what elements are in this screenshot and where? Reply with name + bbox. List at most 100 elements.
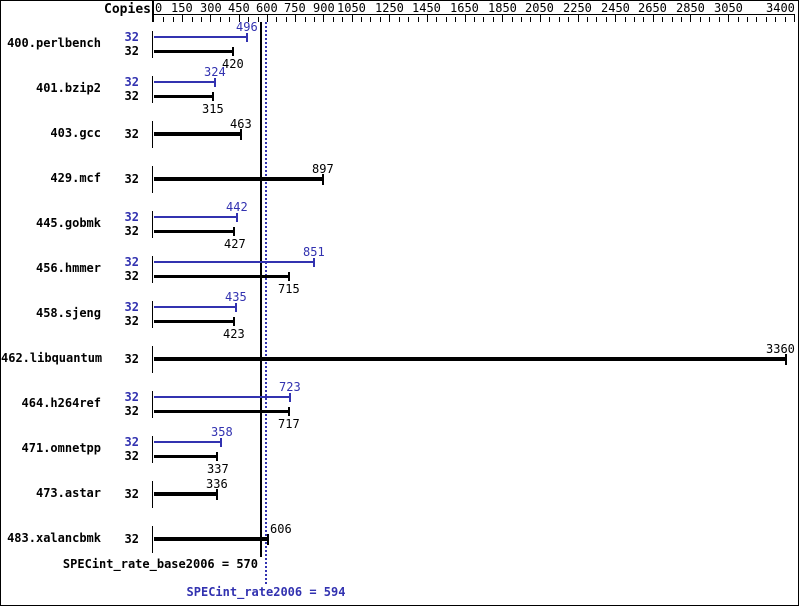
base-bar: [154, 357, 786, 361]
peak-summary-label: SPECint_rate2006 = 594: [186, 585, 346, 599]
axis-minor-tick: [192, 17, 193, 22]
axis-minor-tick: [719, 17, 720, 22]
axis-tick-label: 150: [171, 1, 193, 15]
copies-value: 32: [124, 435, 139, 449]
benchmark-name: 401.bzip2: [35, 81, 101, 95]
base-bar: [154, 50, 233, 53]
axis-minor-tick: [229, 17, 230, 22]
copies-value: 32: [124, 127, 139, 141]
axis-minor-tick: [201, 17, 202, 22]
bar-end-cap: [785, 354, 787, 365]
axis-tick-label: 0: [155, 1, 163, 15]
benchmark-group-line: [152, 526, 153, 553]
axis-major-tick: [728, 14, 729, 22]
peak-value-label: 358: [211, 425, 233, 439]
axis-minor-tick: [493, 17, 494, 22]
base-value-label: 463: [230, 117, 252, 131]
copies-value: 32: [124, 89, 139, 103]
base-value-label: 337: [207, 462, 229, 476]
base-value-label: 427: [224, 237, 246, 251]
axis-minor-tick: [775, 17, 776, 22]
base-bar: [154, 177, 323, 181]
axis-minor-tick: [418, 17, 419, 22]
peak-value-label: 851: [303, 245, 325, 259]
axis-major-tick: [427, 14, 428, 22]
benchmark-name: 458.sjeng: [35, 306, 101, 320]
axis-major-tick: [239, 14, 240, 22]
benchmark-name: 456.hmmer: [35, 261, 101, 275]
base-bar: [154, 455, 217, 458]
benchmark-group-line: [152, 391, 153, 418]
base-bar: [154, 230, 234, 233]
base-bar: [154, 320, 234, 323]
copies-value: 32: [124, 210, 139, 224]
axis-minor-tick: [370, 17, 371, 22]
bar-end-cap: [235, 303, 237, 312]
benchmark-name: 445.gobmk: [35, 216, 101, 230]
axis-minor-tick: [559, 17, 560, 22]
copies-value: 32: [124, 487, 139, 501]
bar-end-cap: [236, 213, 238, 222]
axis-minor-tick: [766, 17, 767, 22]
axis-minor-tick: [163, 17, 164, 22]
axis-minor-tick: [662, 17, 663, 22]
benchmark-name: 429.mcf: [50, 171, 101, 185]
bar-end-cap: [288, 272, 290, 281]
axis-tick-label: 1450: [412, 1, 441, 15]
axis-minor-tick: [700, 17, 701, 22]
axis-tick-label: 2250: [563, 1, 592, 15]
benchmark-group-line: [152, 481, 153, 508]
peak-bar: [154, 306, 236, 308]
axis-minor-tick: [606, 17, 607, 22]
base-bar: [154, 132, 241, 136]
axis-minor-tick: [361, 17, 362, 22]
base-value-label: 715: [278, 282, 300, 296]
copies-value: 32: [124, 352, 139, 366]
base-bar: [154, 492, 217, 496]
copies-value: 32: [124, 224, 139, 238]
axis-minor-tick: [333, 17, 334, 22]
axis-separator: [152, 1, 154, 22]
axis-tick-label: 300: [200, 1, 222, 15]
axis-minor-tick: [220, 17, 221, 22]
axis-minor-tick: [399, 17, 400, 22]
benchmark-group-line: [152, 211, 153, 238]
benchmark-group-line: [152, 76, 153, 103]
axis-tick-label: 1250: [375, 1, 404, 15]
axis-major-tick: [690, 14, 691, 22]
axis-minor-tick: [672, 17, 673, 22]
base-value-label: 315: [202, 102, 224, 116]
copies-value: 32: [124, 532, 139, 546]
bar-end-cap: [216, 489, 218, 500]
axis-major-tick: [323, 14, 324, 22]
axis-tick-label: 3050: [714, 1, 743, 15]
axis-major-tick: [389, 14, 390, 22]
peak-value-label: 442: [226, 200, 248, 214]
bar-end-cap: [233, 227, 235, 236]
axis-major-tick: [295, 14, 296, 22]
axis-minor-tick: [681, 17, 682, 22]
base-value-label: 606: [270, 522, 292, 536]
axis-major-tick: [794, 14, 795, 22]
axis-minor-tick: [286, 17, 287, 22]
axis-tick-label: 900: [313, 1, 335, 15]
peak-value-label: 324: [204, 65, 226, 79]
axis-major-tick: [540, 14, 541, 22]
benchmark-name: 483.xalancbmk: [7, 531, 101, 545]
bar-end-cap: [313, 258, 315, 267]
base-value-label: 420: [222, 57, 244, 71]
copies-value: 32: [124, 44, 139, 58]
bar-end-cap: [322, 174, 324, 185]
bar-end-cap: [267, 534, 269, 545]
copies-value: 32: [124, 269, 139, 283]
axis-tick-label: 1650: [450, 1, 479, 15]
axis-minor-tick: [474, 17, 475, 22]
base-value-label: 336: [206, 477, 228, 491]
benchmark-name: 473.astar: [35, 486, 101, 500]
axis-minor-tick: [625, 17, 626, 22]
bar-end-cap: [289, 393, 291, 402]
benchmark-group-line: [152, 301, 153, 328]
peak-bar: [154, 261, 314, 263]
bar-end-cap: [240, 129, 242, 140]
